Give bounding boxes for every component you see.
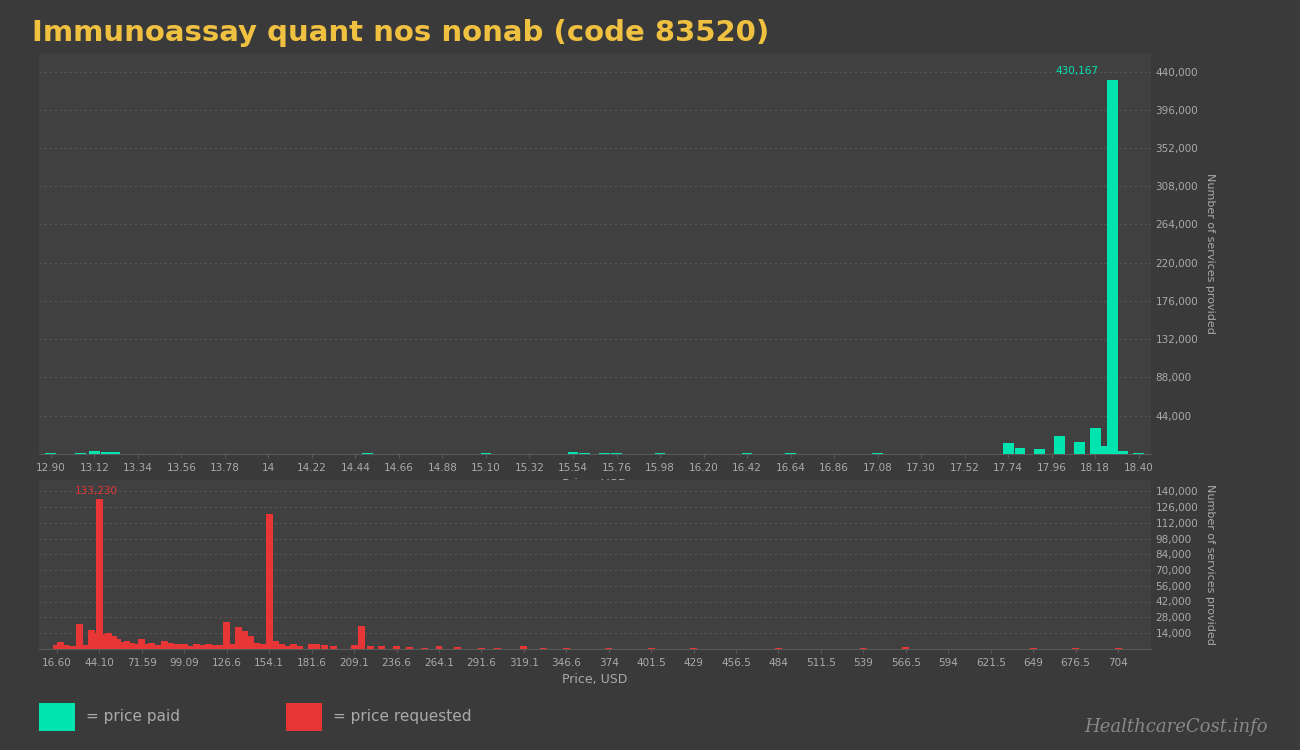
Bar	[181, 644, 187, 649]
Bar	[57, 642, 64, 649]
Bar	[1114, 648, 1122, 649]
Bar	[235, 627, 242, 649]
Bar	[212, 645, 218, 649]
Bar	[563, 647, 569, 649]
Bar	[124, 641, 130, 649]
Bar	[296, 646, 303, 649]
Bar	[351, 645, 358, 649]
Bar	[72, 646, 78, 649]
Bar	[1089, 427, 1101, 454]
Bar	[254, 643, 260, 649]
Bar	[520, 646, 528, 649]
Bar	[406, 647, 413, 649]
Bar	[494, 648, 500, 649]
Y-axis label: Number of services provided: Number of services provided	[1205, 172, 1214, 334]
X-axis label: Price, USD: Price, USD	[562, 674, 628, 686]
Bar	[308, 644, 315, 649]
Bar	[224, 622, 230, 649]
Bar	[1108, 80, 1118, 454]
Bar	[1035, 449, 1045, 454]
Bar	[143, 644, 151, 649]
Bar	[187, 646, 194, 649]
Bar	[100, 634, 108, 649]
Bar	[247, 636, 254, 649]
Text: = price requested: = price requested	[333, 710, 472, 724]
Bar	[88, 630, 95, 649]
Bar	[393, 646, 400, 649]
Bar	[313, 644, 320, 649]
Y-axis label: Number of services provided: Number of services provided	[1205, 484, 1214, 645]
Bar	[96, 499, 103, 649]
Bar	[478, 647, 485, 649]
Bar	[148, 644, 155, 649]
Bar	[79, 645, 86, 649]
Bar	[454, 647, 460, 649]
Bar	[775, 648, 781, 649]
Bar	[436, 646, 442, 649]
Bar	[378, 646, 385, 649]
Bar	[290, 644, 298, 649]
Bar	[66, 646, 73, 649]
Bar	[53, 645, 60, 649]
Bar	[1097, 446, 1109, 454]
Bar	[265, 514, 273, 649]
Bar	[655, 453, 666, 454]
Bar	[647, 647, 655, 649]
Bar	[216, 645, 224, 649]
Bar	[205, 644, 212, 649]
Bar	[138, 639, 146, 649]
Bar	[1054, 436, 1065, 454]
Text: Immunoassay quant nos nonab (code 83520): Immunoassay quant nos nonab (code 83520)	[32, 19, 770, 46]
Bar	[902, 647, 909, 649]
Bar	[161, 641, 168, 649]
Bar	[229, 644, 235, 649]
Bar	[1118, 451, 1128, 454]
Text: 430,167: 430,167	[1056, 66, 1098, 76]
X-axis label: Price, USD: Price, USD	[562, 478, 628, 491]
Bar	[368, 646, 374, 649]
Bar	[199, 645, 207, 649]
Bar	[260, 644, 266, 649]
Bar	[272, 641, 278, 649]
Text: = price paid: = price paid	[86, 710, 179, 724]
Bar	[133, 644, 139, 649]
Bar	[75, 624, 83, 649]
Bar	[568, 452, 578, 454]
Bar	[101, 452, 112, 454]
Bar	[1074, 442, 1084, 454]
Bar	[172, 644, 178, 649]
Bar	[1030, 648, 1036, 649]
Bar	[118, 642, 126, 649]
Bar	[1002, 443, 1014, 454]
Bar	[330, 646, 337, 649]
Bar	[541, 648, 547, 649]
Bar	[1014, 448, 1026, 454]
Bar	[192, 644, 200, 649]
Bar	[91, 633, 98, 649]
Bar	[321, 645, 328, 649]
Bar	[62, 645, 69, 649]
Text: 133,230: 133,230	[75, 486, 118, 496]
Bar	[155, 645, 161, 649]
Bar	[109, 636, 117, 649]
Bar	[166, 643, 174, 649]
Text: HealthcareCost.info: HealthcareCost.info	[1084, 718, 1268, 736]
Bar	[83, 645, 90, 649]
Bar	[240, 631, 248, 649]
Bar	[109, 452, 120, 454]
Bar	[421, 648, 429, 649]
Bar	[88, 452, 100, 454]
Bar	[114, 639, 121, 649]
Bar	[129, 644, 135, 649]
Bar	[105, 633, 112, 649]
Bar	[359, 626, 365, 649]
Bar	[176, 644, 183, 649]
Bar	[278, 644, 285, 649]
Bar	[285, 646, 291, 649]
